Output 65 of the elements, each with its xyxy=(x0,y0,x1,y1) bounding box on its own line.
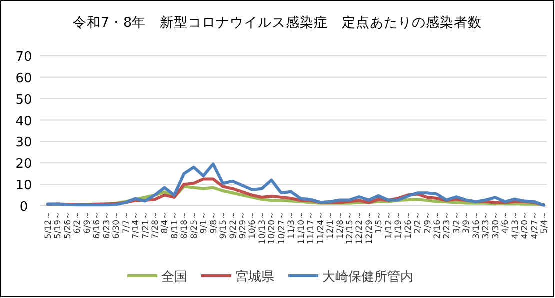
x-tick-label: 3/9～ xyxy=(462,211,472,234)
chart-title: 令和7・8年 新型コロナウイルス感染症 定点あたりの感染者数 xyxy=(72,15,482,31)
x-tick-label: 7/7～ xyxy=(122,211,132,234)
x-tick-label: 4/20～ xyxy=(520,211,531,240)
x-tick-label: 6/2～ xyxy=(73,211,84,234)
y-tick-label: 50 xyxy=(16,92,32,108)
x-tick-label: 11/17～ xyxy=(306,211,317,244)
x-tick-label: 12/8～ xyxy=(336,211,346,240)
x-tick-label: 8/4～ xyxy=(160,211,171,234)
x-tick-label: 2/23～ xyxy=(442,211,453,240)
x-tick-label: 12/22～ xyxy=(355,211,366,244)
x-tick-label: 8/18～ xyxy=(180,211,190,240)
x-tick-label: 12/15～ xyxy=(345,211,356,244)
x-tick-label: 11/24～ xyxy=(316,211,326,244)
x-tick-label: 9/8～ xyxy=(209,211,220,234)
x-tick-label: 5/4～ xyxy=(540,211,550,234)
x-tick-label: 3/16～ xyxy=(472,211,482,240)
x-tick-label: 8/11～ xyxy=(170,211,180,240)
x-tick-label: 10/13～ xyxy=(258,211,268,244)
x-tick-label: 7/28～ xyxy=(150,211,161,240)
x-tick-label: 3/30～ xyxy=(491,211,502,240)
x-tick-label: 10/27～ xyxy=(277,211,288,244)
x-tick-label: 1/12～ xyxy=(384,211,394,240)
x-tick-label: 5/12～ xyxy=(44,211,54,240)
x-tick-label: 3/23～ xyxy=(482,211,492,240)
x-tick-label: 5/19～ xyxy=(54,211,64,240)
line-series xyxy=(46,162,546,207)
x-tick-label: 7/14～ xyxy=(132,211,142,240)
x-tick-label: 11/3～ xyxy=(287,211,298,240)
x-tick-label: 9/22～ xyxy=(228,211,239,240)
y-tick-label: 40 xyxy=(16,114,32,130)
x-tick-label: 1/19～ xyxy=(394,211,404,240)
x-tick-label: 3/2～ xyxy=(452,211,462,234)
x-tick-label: 10/6～ xyxy=(248,211,258,240)
x-tick-label: 1/5～ xyxy=(374,211,385,234)
x-tick-label: 12/1～ xyxy=(326,211,336,240)
y-tick-label: 20 xyxy=(16,157,32,172)
x-tick-label: 9/1～ xyxy=(200,211,210,234)
y-tick-label: 30 xyxy=(16,136,32,151)
x-tick-label: 9/15～ xyxy=(219,211,230,240)
x-tick-label: 8/25～ xyxy=(190,211,200,240)
y-tick-label: 10 xyxy=(16,178,32,194)
x-tick-label: 5/26～ xyxy=(63,211,74,240)
x-tick-label: 4/13～ xyxy=(510,211,521,240)
x-tick-label: 6/23～ xyxy=(102,211,112,240)
x-tick-label: 11/10～ xyxy=(296,211,307,244)
x-tick-label: 9/29～ xyxy=(238,211,249,240)
x-tick-label: 12/29～ xyxy=(364,211,375,244)
legend-label: 全国 xyxy=(162,270,188,285)
x-tick-label: 10/20～ xyxy=(268,211,278,244)
x-tick-label: 6/30～ xyxy=(112,211,122,240)
x-tick-label: 4/27～ xyxy=(530,211,540,240)
x-tick-label: 2/9～ xyxy=(423,211,434,234)
x-tick-label: 2/16～ xyxy=(433,211,444,240)
x-tick-label: 4/6～ xyxy=(501,211,512,234)
y-tick-label: 0 xyxy=(20,200,28,215)
x-tick-label: 7/21～ xyxy=(141,211,152,240)
legend-label: 大崎保健所管内 xyxy=(322,270,414,285)
x-tick-label: 6/9～ xyxy=(82,211,93,234)
x-tick-label: 6/16～ xyxy=(92,211,103,240)
y-tick-label: 60 xyxy=(16,71,32,86)
x-tick-label: 2/2～ xyxy=(414,211,424,234)
x-tick-label: 1/26～ xyxy=(404,211,414,240)
y-tick-label: 70 xyxy=(16,50,32,65)
legend-label: 宮城県 xyxy=(236,269,274,285)
